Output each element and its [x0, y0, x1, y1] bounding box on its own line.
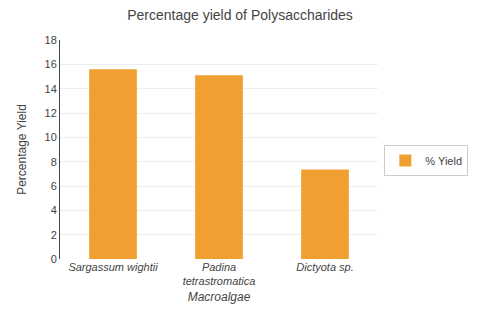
svg-text:14: 14 — [45, 83, 57, 95]
svg-text:Dictyota sp.: Dictyota sp. — [296, 261, 353, 273]
svg-text:4: 4 — [51, 204, 57, 216]
svg-text:Sargassum wightii: Sargassum wightii — [68, 261, 158, 273]
svg-text:12: 12 — [45, 107, 57, 119]
svg-text:% Yield: % Yield — [425, 155, 462, 167]
svg-text:Macroalgae: Macroalgae — [188, 290, 251, 304]
svg-text:Percentage Yield: Percentage Yield — [15, 104, 29, 195]
svg-text:16: 16 — [45, 58, 57, 70]
svg-text:10: 10 — [45, 131, 57, 143]
svg-text:Padinatetrastromatica: Padinatetrastromatica — [183, 261, 256, 287]
svg-text:6: 6 — [51, 180, 57, 192]
svg-text:18: 18 — [45, 34, 57, 46]
svg-text:0: 0 — [51, 253, 57, 265]
svg-text:8: 8 — [51, 156, 57, 168]
svg-text:2: 2 — [51, 229, 57, 241]
svg-text:Percentage yield of Polysaccha: Percentage yield of Polysaccharides — [127, 7, 353, 23]
